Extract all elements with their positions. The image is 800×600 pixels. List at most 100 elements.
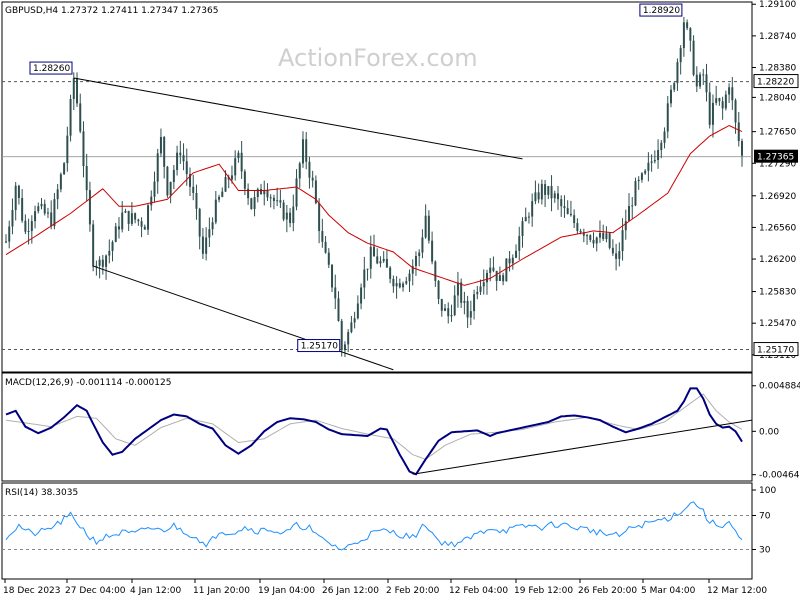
candle-body bbox=[695, 74, 698, 87]
candle-body bbox=[640, 173, 643, 180]
candle-body bbox=[240, 152, 243, 172]
candle-body bbox=[711, 102, 714, 125]
candle-body bbox=[179, 152, 182, 156]
candle-body bbox=[221, 191, 224, 197]
candle-body bbox=[211, 222, 214, 230]
candle-body bbox=[224, 177, 227, 192]
candle-body bbox=[628, 206, 631, 222]
time-axis: 18 Dec 2023 27 Dec 04:00 4 Jan 12:00 11 Jan… bbox=[3, 579, 767, 596]
candle-body bbox=[214, 199, 217, 223]
candle-body bbox=[314, 180, 317, 204]
candle-body bbox=[657, 150, 660, 161]
candle-body bbox=[676, 62, 679, 84]
candle-body bbox=[450, 315, 453, 317]
candle-body bbox=[511, 257, 514, 264]
candle-body bbox=[553, 193, 556, 199]
candle-body bbox=[63, 163, 66, 175]
candle-body bbox=[150, 196, 153, 206]
candle-body bbox=[101, 259, 104, 267]
candle-body bbox=[705, 74, 708, 93]
candle-body bbox=[586, 235, 589, 237]
candle-body bbox=[79, 103, 82, 132]
candle-body bbox=[285, 212, 288, 220]
candle-body bbox=[702, 74, 705, 76]
candle-body bbox=[582, 232, 585, 236]
candle-body bbox=[650, 161, 653, 163]
candle-body bbox=[592, 239, 595, 244]
price-tick-label: 1.27650 bbox=[759, 128, 796, 138]
candle-body bbox=[305, 139, 308, 162]
price-annotation-box bbox=[29, 61, 73, 75]
candle-body bbox=[608, 233, 611, 248]
candle-body bbox=[247, 188, 250, 199]
candle-body bbox=[741, 141, 743, 156]
price-tick-label: 1.27290 bbox=[759, 159, 796, 169]
candle-body bbox=[618, 251, 621, 259]
rsi-header: RSI(14) 38.3035 bbox=[5, 488, 78, 498]
candle-body bbox=[460, 282, 463, 303]
candle-body bbox=[434, 261, 437, 281]
candle-body bbox=[227, 177, 230, 180]
candle-body bbox=[256, 189, 259, 198]
candle-body bbox=[424, 215, 427, 238]
candle-body bbox=[153, 181, 156, 197]
rsi-panel bbox=[1, 482, 753, 580]
candle-body bbox=[708, 92, 711, 125]
candle-body bbox=[427, 215, 430, 241]
price-tick-label: 1.29100 bbox=[759, 0, 796, 10]
candle-body bbox=[376, 256, 379, 264]
candle-body bbox=[272, 197, 275, 201]
candle-body bbox=[76, 78, 79, 104]
price-annotation-label: 1.28920 bbox=[643, 6, 680, 16]
candle-body bbox=[663, 131, 666, 143]
candle-body bbox=[398, 283, 401, 288]
candle-body bbox=[53, 199, 56, 227]
candle-body bbox=[5, 241, 7, 243]
macd-panel bbox=[1, 372, 753, 482]
price-axis: 1.29100 1.28740 1.28380 1.28040 1.27650 1.272… bbox=[752, 0, 796, 361]
candle-body bbox=[418, 252, 421, 257]
candle-body bbox=[595, 237, 598, 244]
time-tick-label: 5 Mar 04:00 bbox=[641, 586, 696, 596]
candle-body bbox=[566, 208, 569, 214]
candle-body bbox=[195, 192, 198, 209]
candle-body bbox=[411, 266, 414, 274]
candle-body bbox=[492, 267, 495, 271]
candle-body bbox=[46, 212, 49, 214]
candle-body bbox=[279, 200, 282, 203]
candle-body bbox=[686, 22, 689, 29]
candle-body bbox=[17, 185, 20, 198]
candle-body bbox=[547, 186, 550, 195]
candlestick-series bbox=[5, 17, 743, 358]
candle-body bbox=[308, 161, 311, 178]
candle-body bbox=[327, 252, 330, 265]
candle-body bbox=[728, 87, 731, 95]
candle-body bbox=[576, 223, 579, 231]
candle-body bbox=[137, 219, 140, 222]
candle-body bbox=[88, 190, 91, 225]
moving-average-line bbox=[5, 124, 743, 286]
candle-body bbox=[724, 94, 727, 109]
price-annotation-label: 1.28260 bbox=[33, 64, 70, 74]
candle-body bbox=[37, 206, 40, 212]
time-tick-label: 18 Dec 2023 bbox=[3, 586, 61, 596]
candle-body bbox=[205, 237, 208, 254]
price-tick-label: 1.28740 bbox=[759, 32, 796, 42]
current-price-box bbox=[754, 149, 798, 163]
candle-body bbox=[269, 197, 272, 199]
candle-body bbox=[324, 241, 327, 253]
candle-body bbox=[43, 203, 46, 214]
candle-body bbox=[515, 250, 518, 258]
candle-body bbox=[560, 199, 563, 207]
candle-body bbox=[531, 201, 534, 217]
candle-body bbox=[24, 220, 27, 232]
candle-body bbox=[495, 270, 498, 281]
candle-body bbox=[715, 98, 718, 103]
time-tick-label: 26 Feb 20:00 bbox=[578, 586, 637, 596]
candle-body bbox=[521, 221, 524, 237]
candle-body bbox=[634, 181, 637, 206]
candle-body bbox=[182, 155, 185, 162]
candle-body bbox=[414, 256, 417, 267]
candle-body bbox=[185, 161, 188, 175]
candle-body bbox=[253, 197, 256, 210]
